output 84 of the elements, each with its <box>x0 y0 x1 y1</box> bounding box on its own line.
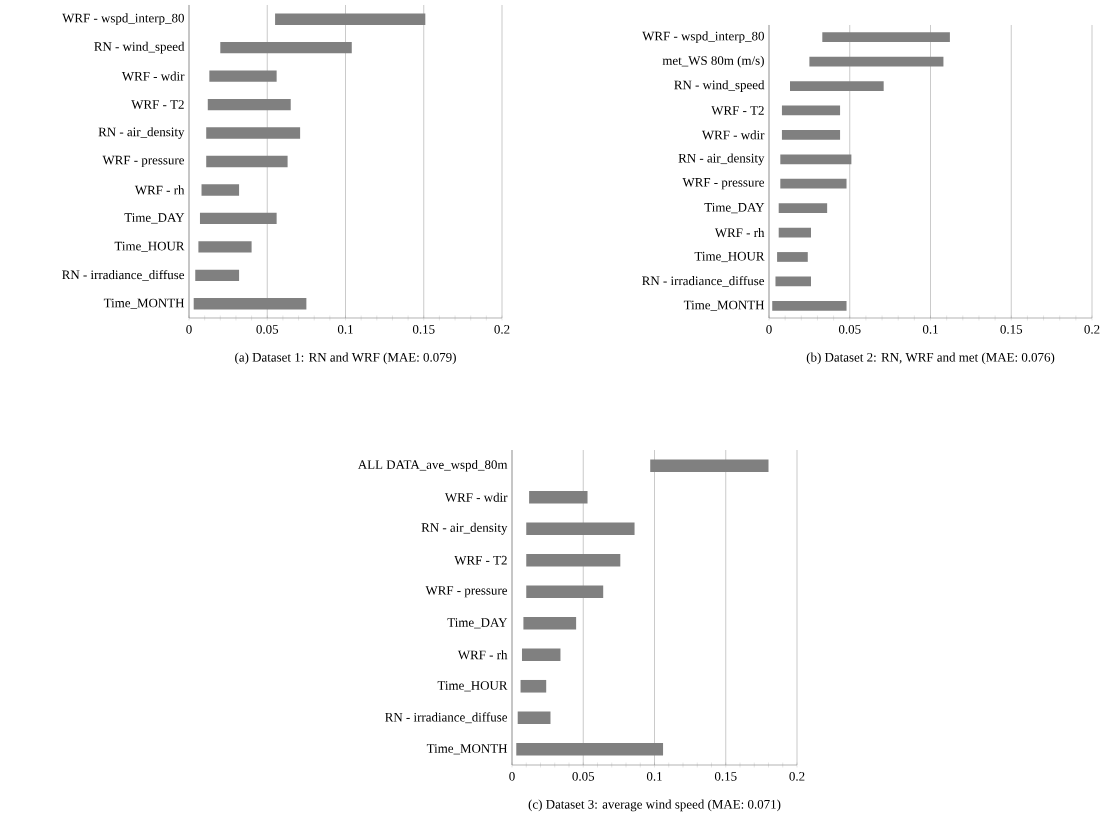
y-tick-label: WRF - wdir <box>701 130 765 140</box>
bar <box>520 679 547 693</box>
y-tick-label: Time_HOUR <box>114 241 185 252</box>
bar <box>209 70 277 82</box>
bar <box>195 269 240 282</box>
bar <box>523 616 577 630</box>
y-tick-label: RN - irradiance_diffuse <box>642 275 765 287</box>
y-tick-label: Time_MONTH <box>103 298 185 309</box>
y-tick-label: WRF - pressure <box>682 178 765 190</box>
bar <box>206 155 288 168</box>
y-tick-label: RN - wind_speed <box>94 41 185 54</box>
x-tick-label: 0.1 <box>337 325 353 334</box>
text: (b) Dataset 2: RN, WRF and met (MAE: 0.076) <box>806 352 1055 365</box>
bar <box>193 298 307 310</box>
bar <box>777 252 808 262</box>
y-tick-label: ALL DATA_ave_wspd_80m <box>357 459 508 472</box>
bar <box>529 490 588 504</box>
x-tick-label: 0 <box>509 772 515 781</box>
bar <box>778 227 811 238</box>
y-tick-label: WRF - rh <box>457 650 508 660</box>
y-tick-label: Time_MONTH <box>426 744 508 755</box>
y-tick-label: WRF - wdir <box>444 492 508 502</box>
y-tick-label: met_WS 80m (m/s) <box>662 55 764 68</box>
bar <box>809 56 944 67</box>
bar <box>198 241 252 253</box>
y-tick-label: Time_DAY <box>704 203 765 214</box>
y-tick-label: RN - air_density <box>98 127 185 139</box>
y-tick-label: RN - irradiance_diffuse <box>385 712 508 724</box>
bar <box>780 154 852 165</box>
bar <box>781 105 841 116</box>
bar <box>517 711 551 725</box>
y-tick-label: WRF - T2 <box>454 555 507 565</box>
x-tick-label: 0.05 <box>838 325 861 334</box>
y-tick-label: RN - air_density <box>678 153 765 166</box>
bar <box>526 553 621 567</box>
x-tick-label: 0.2 <box>1084 325 1100 334</box>
y-tick-label: WRF - T2 <box>711 106 764 115</box>
bar <box>775 276 811 287</box>
x-tick-label: 0.1 <box>922 325 938 334</box>
bar <box>526 522 635 536</box>
bar <box>220 41 352 54</box>
y-tick-label: RN - wind_speed <box>674 80 765 92</box>
bar <box>650 459 769 473</box>
x-tick-label: 0.15 <box>1000 325 1023 334</box>
y-tick-label: WRF - pressure <box>425 586 508 598</box>
bar <box>207 98 291 111</box>
y-tick-label: Time_MONTH <box>683 300 765 311</box>
x-tick-label: 0.1 <box>646 772 662 781</box>
bar <box>521 648 561 662</box>
y-tick-label: WRF - rh <box>714 227 765 238</box>
y-tick-label: RN - air_density <box>421 522 508 535</box>
bar <box>781 129 841 140</box>
y-tick-label: Time_HOUR <box>694 251 765 263</box>
y-tick-label: WRF - rh <box>134 185 185 195</box>
x-tick-label: 0.15 <box>714 772 737 781</box>
y-tick-label: Time_DAY <box>447 618 508 629</box>
x-tick-label: 0 <box>766 325 772 334</box>
x-tick-label: 0.05 <box>572 772 595 781</box>
x-tick-label: 0 <box>186 325 192 334</box>
bar <box>526 585 604 599</box>
y-tick-label: Time_DAY <box>124 213 185 224</box>
y-tick-label: RN - irradiance_diffuse <box>62 269 185 281</box>
bar <box>199 212 277 225</box>
text: (a) Dataset 1: RN and WRF (MAE: 0.079) <box>235 352 456 365</box>
x-tick-label: 0.2 <box>494 325 510 334</box>
y-tick-label: WRF - wspd_interp_80 <box>62 13 184 26</box>
text: (c) Dataset 3: average wind speed (MAE: 0.071) <box>528 799 781 812</box>
y-tick-label: Time_HOUR <box>437 681 508 692</box>
bar <box>780 178 847 189</box>
y-tick-label: WRF - pressure <box>102 155 185 168</box>
bar <box>206 127 301 139</box>
bar <box>275 13 426 25</box>
y-tick-label: WRF - wspd_interp_80 <box>642 31 764 44</box>
bar <box>201 184 240 196</box>
y-tick-label: WRF - wdir <box>121 71 185 81</box>
bar <box>772 300 847 311</box>
bar <box>790 81 884 91</box>
y-tick-label: WRF - T2 <box>131 100 184 109</box>
x-tick-label: 0.2 <box>789 772 805 781</box>
bar <box>516 742 664 756</box>
x-tick-label: 0.05 <box>256 325 279 334</box>
bar <box>822 32 950 43</box>
bar <box>778 203 828 213</box>
x-tick-label: 0.15 <box>412 325 435 334</box>
